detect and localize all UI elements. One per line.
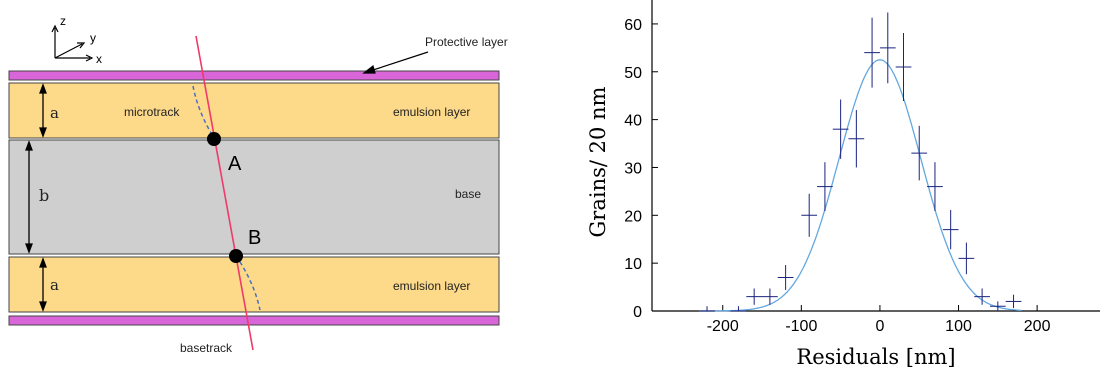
y-tick-label: 30 [624, 160, 642, 177]
axis-label-z: z [60, 14, 66, 28]
data-point [746, 288, 763, 305]
data-point [958, 242, 975, 275]
y-tick-label: 40 [624, 113, 642, 130]
y-tick-label: 20 [624, 208, 642, 225]
coordinate-axes-icon [51, 24, 94, 62]
x-tick-label: -200 [707, 318, 739, 335]
y-tick-label: 60 [624, 17, 642, 34]
dimension-arrow-a-top [39, 83, 47, 138]
data-point [864, 17, 880, 88]
protective-layer-bottom [8, 315, 500, 326]
gaussian-fit-curve [699, 59, 1022, 312]
data-point [762, 288, 778, 305]
basetrack-label: basetrack [180, 341, 233, 355]
data-point [942, 210, 959, 250]
data-point [777, 265, 794, 290]
dimension-label-a-bottom: a [50, 276, 59, 294]
protective-layer-label: Protective layer [425, 35, 508, 49]
x-tick-label: 0 [875, 318, 884, 335]
data-point [801, 193, 818, 237]
data-point [730, 306, 747, 312]
residuals-chart: 0 10 20 30 40 50 60 -200 -100 0 100 200 Residuals [… [586, 0, 1100, 369]
axis-label-y: y [90, 31, 96, 45]
data-point [817, 162, 833, 212]
layer-diagram: z y x Protective layer microtrack emulsi… [8, 14, 508, 355]
data-point [848, 110, 865, 168]
data-point [832, 99, 849, 159]
microtrack-label: microtrack [124, 105, 180, 119]
point-a-label: A [228, 153, 242, 175]
microtrack-curve-bottom [235, 255, 261, 311]
x-tick-label: 200 [1024, 318, 1051, 335]
point-a-marker [207, 132, 221, 146]
emulsion-layer-top [8, 82, 500, 139]
data-point [927, 162, 943, 212]
data-point [879, 12, 896, 84]
x-axis-label: Residuals [nm] [796, 345, 955, 369]
data-point [1005, 294, 1022, 309]
basetrack-line [195, 35, 254, 351]
data-point [974, 288, 990, 305]
x-tick-label: -100 [785, 318, 817, 335]
axis-label-x: x [96, 52, 102, 66]
emulsion-layer-bottom [8, 256, 500, 313]
data-point [911, 125, 928, 181]
protective-layer-arrow [362, 51, 429, 74]
dimension-label-a-top: a [50, 104, 59, 122]
y-axis-label: Grains/ 20 nm [586, 86, 610, 237]
dimension-label-b: b [39, 186, 49, 205]
data-point [699, 306, 715, 312]
dimension-arrow-a-bottom [39, 257, 47, 312]
point-b-marker [229, 249, 243, 263]
y-tick-label: 50 [624, 65, 642, 82]
data-point [989, 301, 1006, 311]
x-tick-label: 100 [945, 318, 972, 335]
emulsion-bottom-label: emulsion layer [393, 279, 470, 293]
y-tick-label: 0 [633, 304, 642, 321]
base-label: base [455, 187, 481, 201]
base-layer [8, 139, 500, 255]
dimension-arrow-b [25, 140, 33, 254]
point-b-label: B [248, 227, 261, 249]
emulsion-top-label: emulsion layer [393, 105, 470, 119]
data-point [895, 33, 912, 101]
y-tick-label: 10 [624, 256, 642, 273]
protective-layer-top [8, 70, 500, 81]
